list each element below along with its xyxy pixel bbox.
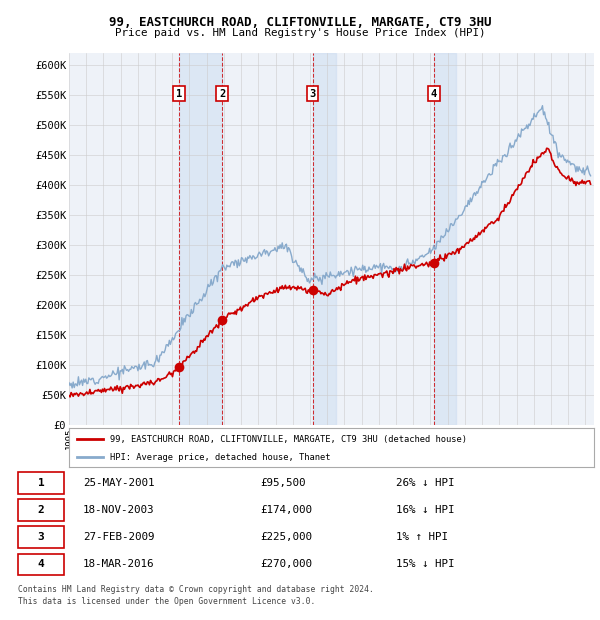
Text: 3: 3 xyxy=(310,89,316,99)
Bar xyxy=(313,53,336,425)
Text: 4: 4 xyxy=(431,89,437,99)
Text: 99, EASTCHURCH ROAD, CLIFTONVILLE, MARGATE, CT9 3HU: 99, EASTCHURCH ROAD, CLIFTONVILLE, MARGA… xyxy=(109,16,491,29)
Text: Price paid vs. HM Land Registry's House Price Index (HPI): Price paid vs. HM Land Registry's House … xyxy=(115,28,485,38)
Text: 16% ↓ HPI: 16% ↓ HPI xyxy=(396,505,454,515)
Text: Contains HM Land Registry data © Crown copyright and database right 2024.: Contains HM Land Registry data © Crown c… xyxy=(18,585,374,594)
FancyBboxPatch shape xyxy=(18,554,64,575)
Text: HPI: Average price, detached house, Thanet: HPI: Average price, detached house, Than… xyxy=(110,453,331,462)
Text: 1% ↑ HPI: 1% ↑ HPI xyxy=(396,532,448,542)
Text: 18-MAR-2016: 18-MAR-2016 xyxy=(83,559,154,569)
Text: 3: 3 xyxy=(38,532,44,542)
Text: This data is licensed under the Open Government Licence v3.0.: This data is licensed under the Open Gov… xyxy=(18,597,316,606)
Text: £174,000: £174,000 xyxy=(260,505,313,515)
Text: 18-NOV-2003: 18-NOV-2003 xyxy=(83,505,154,515)
Text: 4: 4 xyxy=(38,559,44,569)
Text: 26% ↓ HPI: 26% ↓ HPI xyxy=(396,478,454,488)
FancyBboxPatch shape xyxy=(18,526,64,548)
FancyBboxPatch shape xyxy=(18,472,64,494)
FancyBboxPatch shape xyxy=(18,499,64,521)
Bar xyxy=(434,53,456,425)
Text: 99, EASTCHURCH ROAD, CLIFTONVILLE, MARGATE, CT9 3HU (detached house): 99, EASTCHURCH ROAD, CLIFTONVILLE, MARGA… xyxy=(110,435,467,444)
Text: 2: 2 xyxy=(38,505,44,515)
Text: 2: 2 xyxy=(219,89,226,99)
Text: 1: 1 xyxy=(38,478,44,488)
Bar xyxy=(179,53,222,425)
Text: £225,000: £225,000 xyxy=(260,532,313,542)
Text: 27-FEB-2009: 27-FEB-2009 xyxy=(83,532,154,542)
Text: 25-MAY-2001: 25-MAY-2001 xyxy=(83,478,154,488)
Text: 1: 1 xyxy=(176,89,182,99)
Text: £270,000: £270,000 xyxy=(260,559,313,569)
Text: 15% ↓ HPI: 15% ↓ HPI xyxy=(396,559,454,569)
Text: £95,500: £95,500 xyxy=(260,478,306,488)
